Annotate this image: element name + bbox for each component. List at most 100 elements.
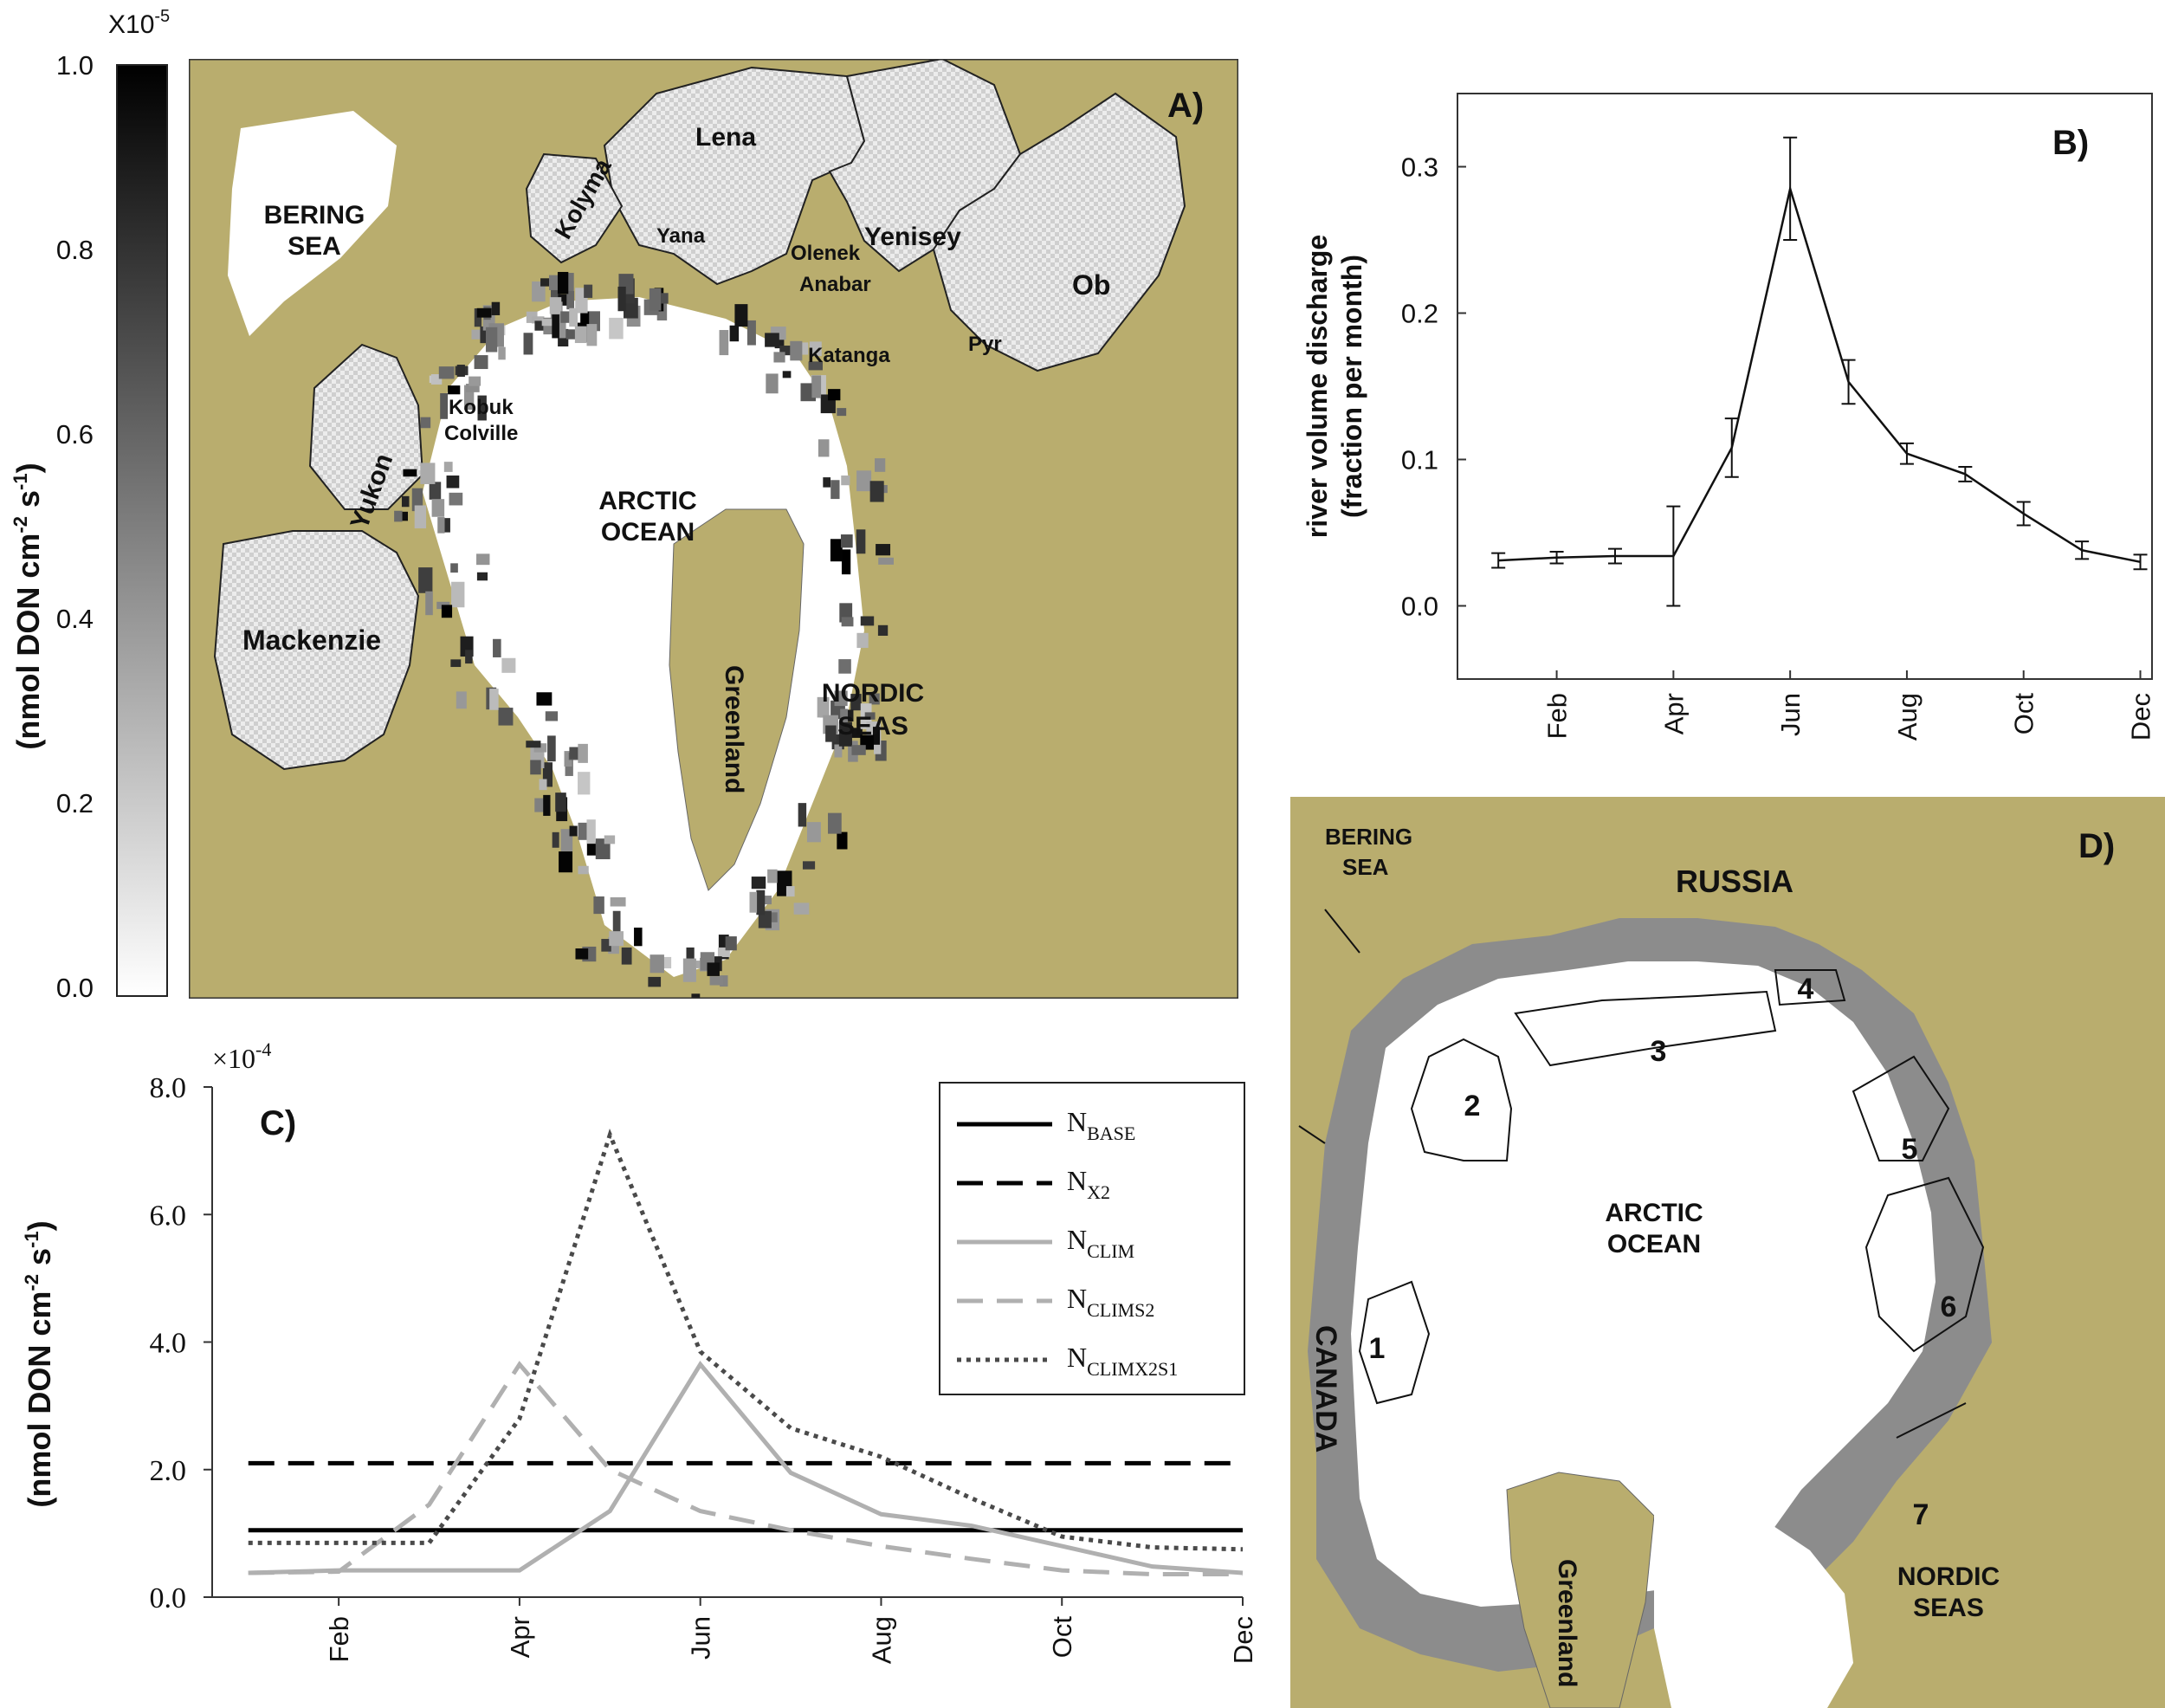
flux-cell — [552, 831, 559, 848]
place-label-canada: CANADA — [1309, 1325, 1342, 1452]
basin-mackenzie — [213, 530, 420, 771]
zone-label-1: 1 — [1369, 1332, 1386, 1365]
flux-cell — [649, 288, 662, 311]
panel-c-ylabel: (nmol DON cm-2 s-1) — [21, 1220, 57, 1507]
flux-cell — [765, 333, 779, 347]
panel-b-xtick-label: Feb — [1542, 693, 1573, 739]
flux-cell — [760, 896, 772, 905]
basin-ob — [932, 92, 1186, 372]
flux-cell — [823, 477, 831, 488]
flux-cell — [609, 931, 624, 947]
panel-a: X10-5 1.0 0.8 0.6 0.4 0.2 0.0 (nmol DON cm-2 … — [10, 7, 1238, 1003]
flux-cell — [485, 327, 498, 353]
panel-b-errorbar — [1724, 417, 1739, 478]
flux-cell — [476, 572, 488, 581]
colorbar-tick-label: 0.2 — [56, 788, 94, 818]
region-label-arctic: ARCTIC — [598, 487, 696, 515]
flux-cell — [756, 890, 766, 915]
legend-box — [939, 1082, 1245, 1395]
flux-cell — [749, 891, 758, 913]
flux-cell — [430, 374, 443, 385]
panel-c-xtick-label: Aug — [866, 1616, 896, 1664]
flux-cell — [440, 518, 450, 533]
panel-c-ytick-label: 6.0 — [150, 1200, 187, 1232]
flux-cell — [851, 745, 866, 755]
legend-label: NCLIMX2S1 — [1067, 1342, 1178, 1380]
flux-cell — [840, 708, 849, 723]
flux-cell — [394, 510, 403, 522]
basin-label-kobuk: Kobuk — [449, 396, 514, 419]
flux-cell — [501, 657, 516, 673]
flux-cell — [612, 910, 621, 935]
colorbar-tick-label: 1.0 — [56, 50, 94, 81]
panel-b-errorbar — [1607, 547, 1622, 565]
region-label-nordic: NORDIC — [822, 679, 924, 708]
flux-cell — [725, 936, 737, 951]
panel-b-xtick-label: Aug — [1892, 693, 1923, 741]
panel-d-map: 1 2 3 4 5 6 7 BERING SEA RUSSIA ARCTIC O… — [1290, 797, 2165, 1708]
flux-cell — [539, 779, 547, 791]
flux-cell — [648, 976, 662, 987]
flux-cell — [451, 581, 465, 608]
panel-b-errorbar — [1841, 359, 1856, 405]
flux-cell — [569, 307, 578, 327]
panel-c-xtick-label: Oct — [1047, 1616, 1077, 1659]
panel-label-d: D) — [2078, 827, 2115, 865]
flux-cell — [782, 371, 792, 378]
flux-cell — [864, 712, 876, 720]
flux-cell — [414, 505, 427, 529]
flux-cell — [621, 947, 632, 965]
flux-cell — [834, 690, 848, 707]
colorbar-tick-label: 0.6 — [56, 419, 94, 450]
panel-b-ytick-label: 0.3 — [1401, 152, 1438, 183]
legend-label: NBASE — [1067, 1106, 1135, 1144]
flux-cell — [809, 341, 822, 357]
flux-cell — [869, 693, 880, 705]
flux-cell — [403, 469, 417, 477]
flux-cell — [586, 324, 598, 346]
flux-cell — [441, 605, 453, 618]
panel-d: 1 2 3 4 5 6 7 BERING SEA RUSSIA ARCTIC O… — [1290, 797, 2165, 1708]
colorbar-tick-label: 0.0 — [56, 973, 94, 1003]
flux-cell — [401, 495, 410, 508]
panel-b-xtick-label: Dec — [2126, 693, 2156, 741]
flux-cell — [790, 340, 803, 361]
panel-b-ytick-label: 0.2 — [1401, 299, 1438, 329]
colorbar — [116, 64, 168, 997]
flux-cell — [825, 725, 837, 742]
panel-b-xtick-label: Jun — [1775, 693, 1806, 736]
panel-label-b: B) — [2052, 124, 2089, 162]
flux-cell — [828, 389, 841, 401]
flux-cell — [877, 624, 889, 637]
flux-cell — [876, 544, 891, 556]
flux-cell — [601, 939, 611, 952]
flux-cell — [856, 470, 872, 492]
zone-label-7: 7 — [1913, 1498, 1929, 1531]
zone-boundaries — [1298, 909, 1985, 1439]
flux-cell — [841, 617, 854, 627]
panel-b-errorbar — [1958, 465, 1973, 482]
flux-cell — [686, 947, 695, 961]
flux-cell — [578, 743, 588, 763]
legend-label: NCLIMS2 — [1067, 1283, 1154, 1321]
flux-cell — [837, 408, 847, 417]
flux-cell — [397, 511, 408, 521]
flux-cell — [543, 794, 551, 816]
flux-cell — [545, 711, 559, 721]
flux-cell — [719, 330, 729, 356]
flux-cell — [557, 271, 569, 294]
flux-cell — [634, 927, 643, 947]
panel-b-errorbar — [1549, 550, 1564, 565]
flux-cell — [707, 962, 720, 976]
legend-label: NX2 — [1067, 1165, 1110, 1203]
flux-cell — [604, 835, 616, 844]
region-label-bering: BERING — [264, 201, 365, 230]
flux-cell — [429, 482, 442, 500]
basin-kolyma — [525, 152, 624, 264]
flux-cell — [420, 463, 436, 484]
panel-b-errorbar — [1666, 505, 1681, 607]
flux-cell — [555, 793, 566, 812]
flux-cell — [650, 954, 664, 974]
panel-b-plot-area — [1457, 93, 2153, 680]
flux-cell — [476, 307, 492, 318]
